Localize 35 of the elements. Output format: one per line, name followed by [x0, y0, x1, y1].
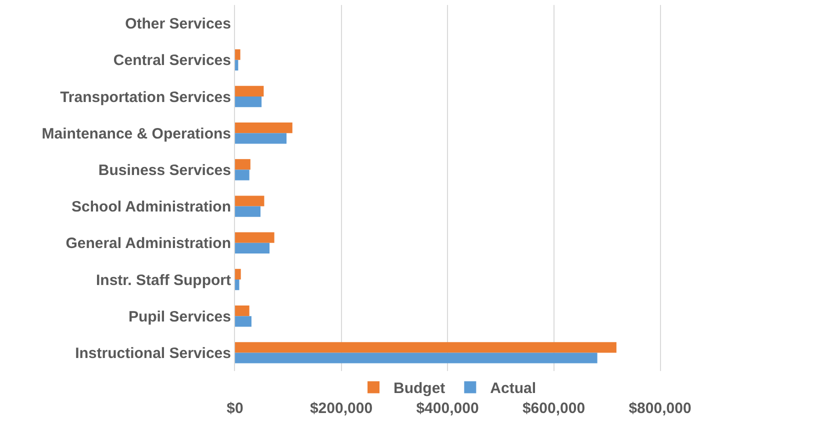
bar	[235, 232, 274, 243]
bar	[235, 280, 240, 290]
bar	[235, 268, 241, 280]
y-tick-label: Instructional Services	[75, 344, 231, 362]
bar	[235, 316, 252, 327]
bar	[235, 86, 264, 96]
bar	[235, 206, 260, 217]
y-tick-label: Business Services	[98, 162, 231, 179]
bar	[235, 196, 264, 206]
y-tick-label: Other Services	[125, 16, 231, 33]
x-tick-label: $200,000	[310, 400, 373, 417]
bar	[235, 49, 240, 60]
bar	[235, 342, 616, 353]
bar	[235, 242, 270, 254]
x-tick-label: $800,000	[628, 400, 692, 417]
legend-label: Actual	[490, 380, 536, 398]
x-tick-label: $0	[226, 400, 244, 417]
bar	[235, 96, 262, 108]
bar	[235, 60, 238, 71]
bar	[235, 133, 287, 144]
y-tick-label: Maintenance & Operations	[42, 125, 231, 142]
y-tick-label: School Administration	[72, 198, 231, 216]
bar	[235, 159, 250, 170]
bar	[235, 352, 598, 364]
bar	[235, 122, 292, 134]
y-tick-label: Pupil Services	[128, 308, 231, 326]
y-tick-label: General Administration	[66, 235, 231, 252]
bar	[235, 170, 250, 180]
x-tick-label: $600,000	[522, 400, 586, 417]
bar	[235, 305, 250, 316]
x-tick-label: $400,000	[416, 400, 479, 417]
y-tick-label: Instr. Staff Support	[96, 272, 232, 289]
y-tick-label: Central Services	[113, 52, 231, 70]
legend-label: Budget	[394, 380, 446, 398]
y-tick-label: Transportation Services	[60, 88, 231, 106]
